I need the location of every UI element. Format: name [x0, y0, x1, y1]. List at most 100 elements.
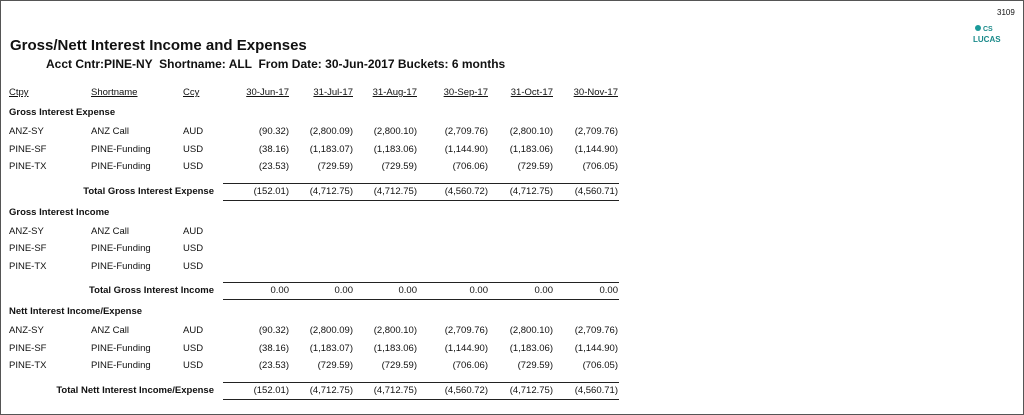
cell: USD: [183, 143, 204, 155]
cell: (706.05): [582, 161, 618, 172]
section-title: Nett Interest Income/Expense: [9, 306, 143, 317]
cell: PINE-TX: [9, 360, 47, 371]
cell: (2,709.76): [444, 126, 488, 137]
total-cell: (4,712.75): [509, 185, 553, 197]
column-header: 31-Aug-17: [372, 87, 417, 98]
cell: (23.53): [258, 360, 289, 371]
cell: (729.59): [317, 161, 353, 172]
total-cell: 0.00: [599, 285, 619, 296]
column-header: 30-Jun-17: [246, 87, 289, 98]
total-cell: (4,560.71): [574, 384, 618, 396]
cell: (1,183.07): [309, 342, 353, 354]
cell: (729.59): [381, 360, 417, 371]
total-cell: (4,712.75): [309, 384, 353, 396]
cell: (38.16): [258, 342, 289, 354]
total-cell: (4,712.75): [309, 185, 353, 197]
cell: PINE-SF: [9, 342, 47, 354]
cell: AUD: [183, 126, 204, 137]
cell: PINE-Funding: [91, 360, 151, 371]
cell: (729.59): [517, 161, 553, 172]
cell: (1,183.06): [373, 143, 417, 155]
total-label: Total Gross Interest Expense: [83, 185, 214, 197]
section-title: Gross Interest Expense: [9, 107, 116, 118]
total-rule: [223, 381, 619, 383]
cell: ANZ Call: [91, 126, 130, 137]
logo: CS LUCAS: [973, 23, 1001, 51]
report-subtitle: Acct Cntr:PINE-NY Shortname: ALL From Da…: [46, 57, 506, 71]
cell: (706.05): [582, 360, 618, 371]
cell: (2,800.09): [309, 325, 353, 336]
total-cell: 0.00: [469, 285, 489, 296]
logo-dot: [975, 25, 981, 31]
total-rule: [223, 398, 619, 400]
total-rule: [223, 282, 619, 283]
cell: PINE-Funding: [91, 143, 151, 155]
cell: PINE-Funding: [91, 243, 151, 254]
cell: PINE-SF: [9, 243, 47, 254]
cell: ANZ-SY: [9, 325, 44, 336]
total-cell: (4,712.75): [509, 384, 553, 396]
cell: PINE-TX: [9, 161, 47, 172]
total-cell: (4,712.75): [373, 384, 417, 396]
column-header: Ccy: [183, 87, 200, 98]
cell: (1,183.06): [509, 342, 553, 354]
cell: PINE-Funding: [91, 260, 151, 272]
total-cell: 0.00: [270, 285, 290, 296]
cell: (2,800.10): [509, 126, 553, 137]
cell: (2,800.09): [309, 126, 353, 137]
cell: PINE-Funding: [91, 342, 151, 354]
total-rule: [223, 182, 619, 184]
cell: (729.59): [317, 360, 353, 371]
cell: AUD: [183, 225, 204, 237]
cell: (38.16): [258, 143, 289, 155]
cell: (2,709.76): [444, 325, 488, 336]
cell: (729.59): [517, 360, 553, 371]
cell: PINE-Funding: [91, 161, 151, 172]
total-cell: 0.00: [334, 285, 354, 296]
total-cell: 0.00: [534, 285, 554, 296]
column-header: Ctpy: [9, 87, 29, 98]
total-cell: (4,560.71): [574, 185, 618, 197]
cell: (1,144.90): [574, 143, 618, 155]
cell: ANZ-SY: [9, 126, 44, 137]
report-title: Gross/Nett Interest Income and Expenses: [10, 37, 307, 54]
total-cell: 0.00: [398, 285, 418, 296]
total-label: Total Gross Interest Income: [89, 285, 214, 296]
total-rule: [223, 199, 619, 201]
cell: USD: [183, 260, 204, 272]
cell: PINE-TX: [9, 260, 47, 272]
cell: (2,709.76): [574, 126, 618, 137]
column-header: 30-Nov-17: [573, 87, 618, 98]
cell: (2,800.10): [373, 325, 417, 336]
cell: (1,183.06): [509, 143, 553, 155]
cell: (2,800.10): [373, 126, 417, 137]
logo-top: CS: [983, 26, 993, 33]
column-header: 31-Jul-17: [313, 87, 353, 98]
column-header: Shortname: [91, 87, 138, 98]
cell: AUD: [183, 325, 204, 336]
cell: ANZ Call: [91, 325, 130, 336]
cell: USD: [183, 243, 204, 254]
cell: (706.06): [452, 360, 488, 371]
cell: USD: [183, 342, 204, 354]
total-cell: (4,560.72): [444, 384, 488, 396]
cell: (2,709.76): [574, 325, 618, 336]
cell: ANZ-SY: [9, 225, 44, 237]
cell: USD: [183, 360, 204, 371]
cell: (90.32): [258, 325, 289, 336]
page-number: 3109: [997, 8, 1015, 17]
total-cell: (152.01): [253, 384, 289, 396]
cell: (2,800.10): [509, 325, 553, 336]
total-label: Total Nett Interest Income/Expense: [56, 384, 214, 396]
total-cell: (152.01): [253, 185, 289, 197]
cell: (1,183.07): [309, 143, 353, 155]
cell: ANZ Call: [91, 225, 130, 237]
cell: (90.32): [258, 126, 289, 137]
cell: (706.06): [452, 161, 488, 172]
cell: (729.59): [381, 161, 417, 172]
column-header: 30-Sep-17: [443, 87, 488, 98]
total-cell: (4,712.75): [373, 185, 417, 197]
cell: (23.53): [258, 161, 289, 172]
total-cell: (4,560.72): [444, 185, 488, 197]
logo-bottom: LUCAS: [973, 35, 1001, 44]
